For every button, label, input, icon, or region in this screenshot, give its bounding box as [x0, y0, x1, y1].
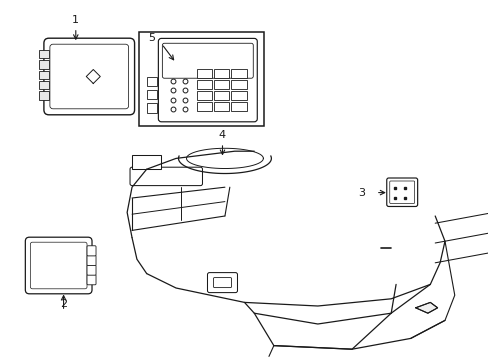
Bar	[231, 102, 246, 111]
Text: 5: 5	[148, 33, 155, 43]
Bar	[196, 102, 212, 111]
Bar	[214, 91, 229, 100]
Bar	[39, 91, 49, 100]
Bar	[39, 71, 49, 79]
Bar	[196, 80, 212, 89]
Bar	[196, 91, 212, 100]
Bar	[147, 103, 157, 113]
Bar	[147, 90, 157, 99]
FancyBboxPatch shape	[44, 38, 134, 115]
FancyBboxPatch shape	[158, 39, 257, 122]
Bar	[139, 32, 264, 126]
Bar	[39, 50, 49, 58]
Bar	[231, 91, 246, 100]
Text: 4: 4	[219, 130, 225, 140]
FancyBboxPatch shape	[130, 167, 202, 186]
Bar	[39, 60, 49, 69]
FancyBboxPatch shape	[87, 255, 96, 266]
FancyBboxPatch shape	[87, 275, 96, 285]
Text: 1: 1	[72, 15, 79, 25]
FancyBboxPatch shape	[207, 273, 237, 293]
FancyBboxPatch shape	[213, 278, 231, 288]
FancyBboxPatch shape	[87, 265, 96, 275]
Bar	[132, 155, 161, 169]
Bar	[231, 80, 246, 89]
FancyBboxPatch shape	[87, 246, 96, 256]
FancyBboxPatch shape	[386, 178, 417, 207]
Bar	[214, 102, 229, 111]
Bar	[231, 69, 246, 78]
FancyBboxPatch shape	[25, 237, 92, 294]
Bar	[214, 69, 229, 78]
Bar	[214, 80, 229, 89]
Bar	[196, 69, 212, 78]
Polygon shape	[415, 302, 437, 313]
Text: 2: 2	[60, 299, 67, 309]
Bar	[147, 77, 157, 86]
Bar	[39, 81, 49, 89]
FancyBboxPatch shape	[162, 43, 253, 78]
Text: 3: 3	[358, 188, 365, 198]
